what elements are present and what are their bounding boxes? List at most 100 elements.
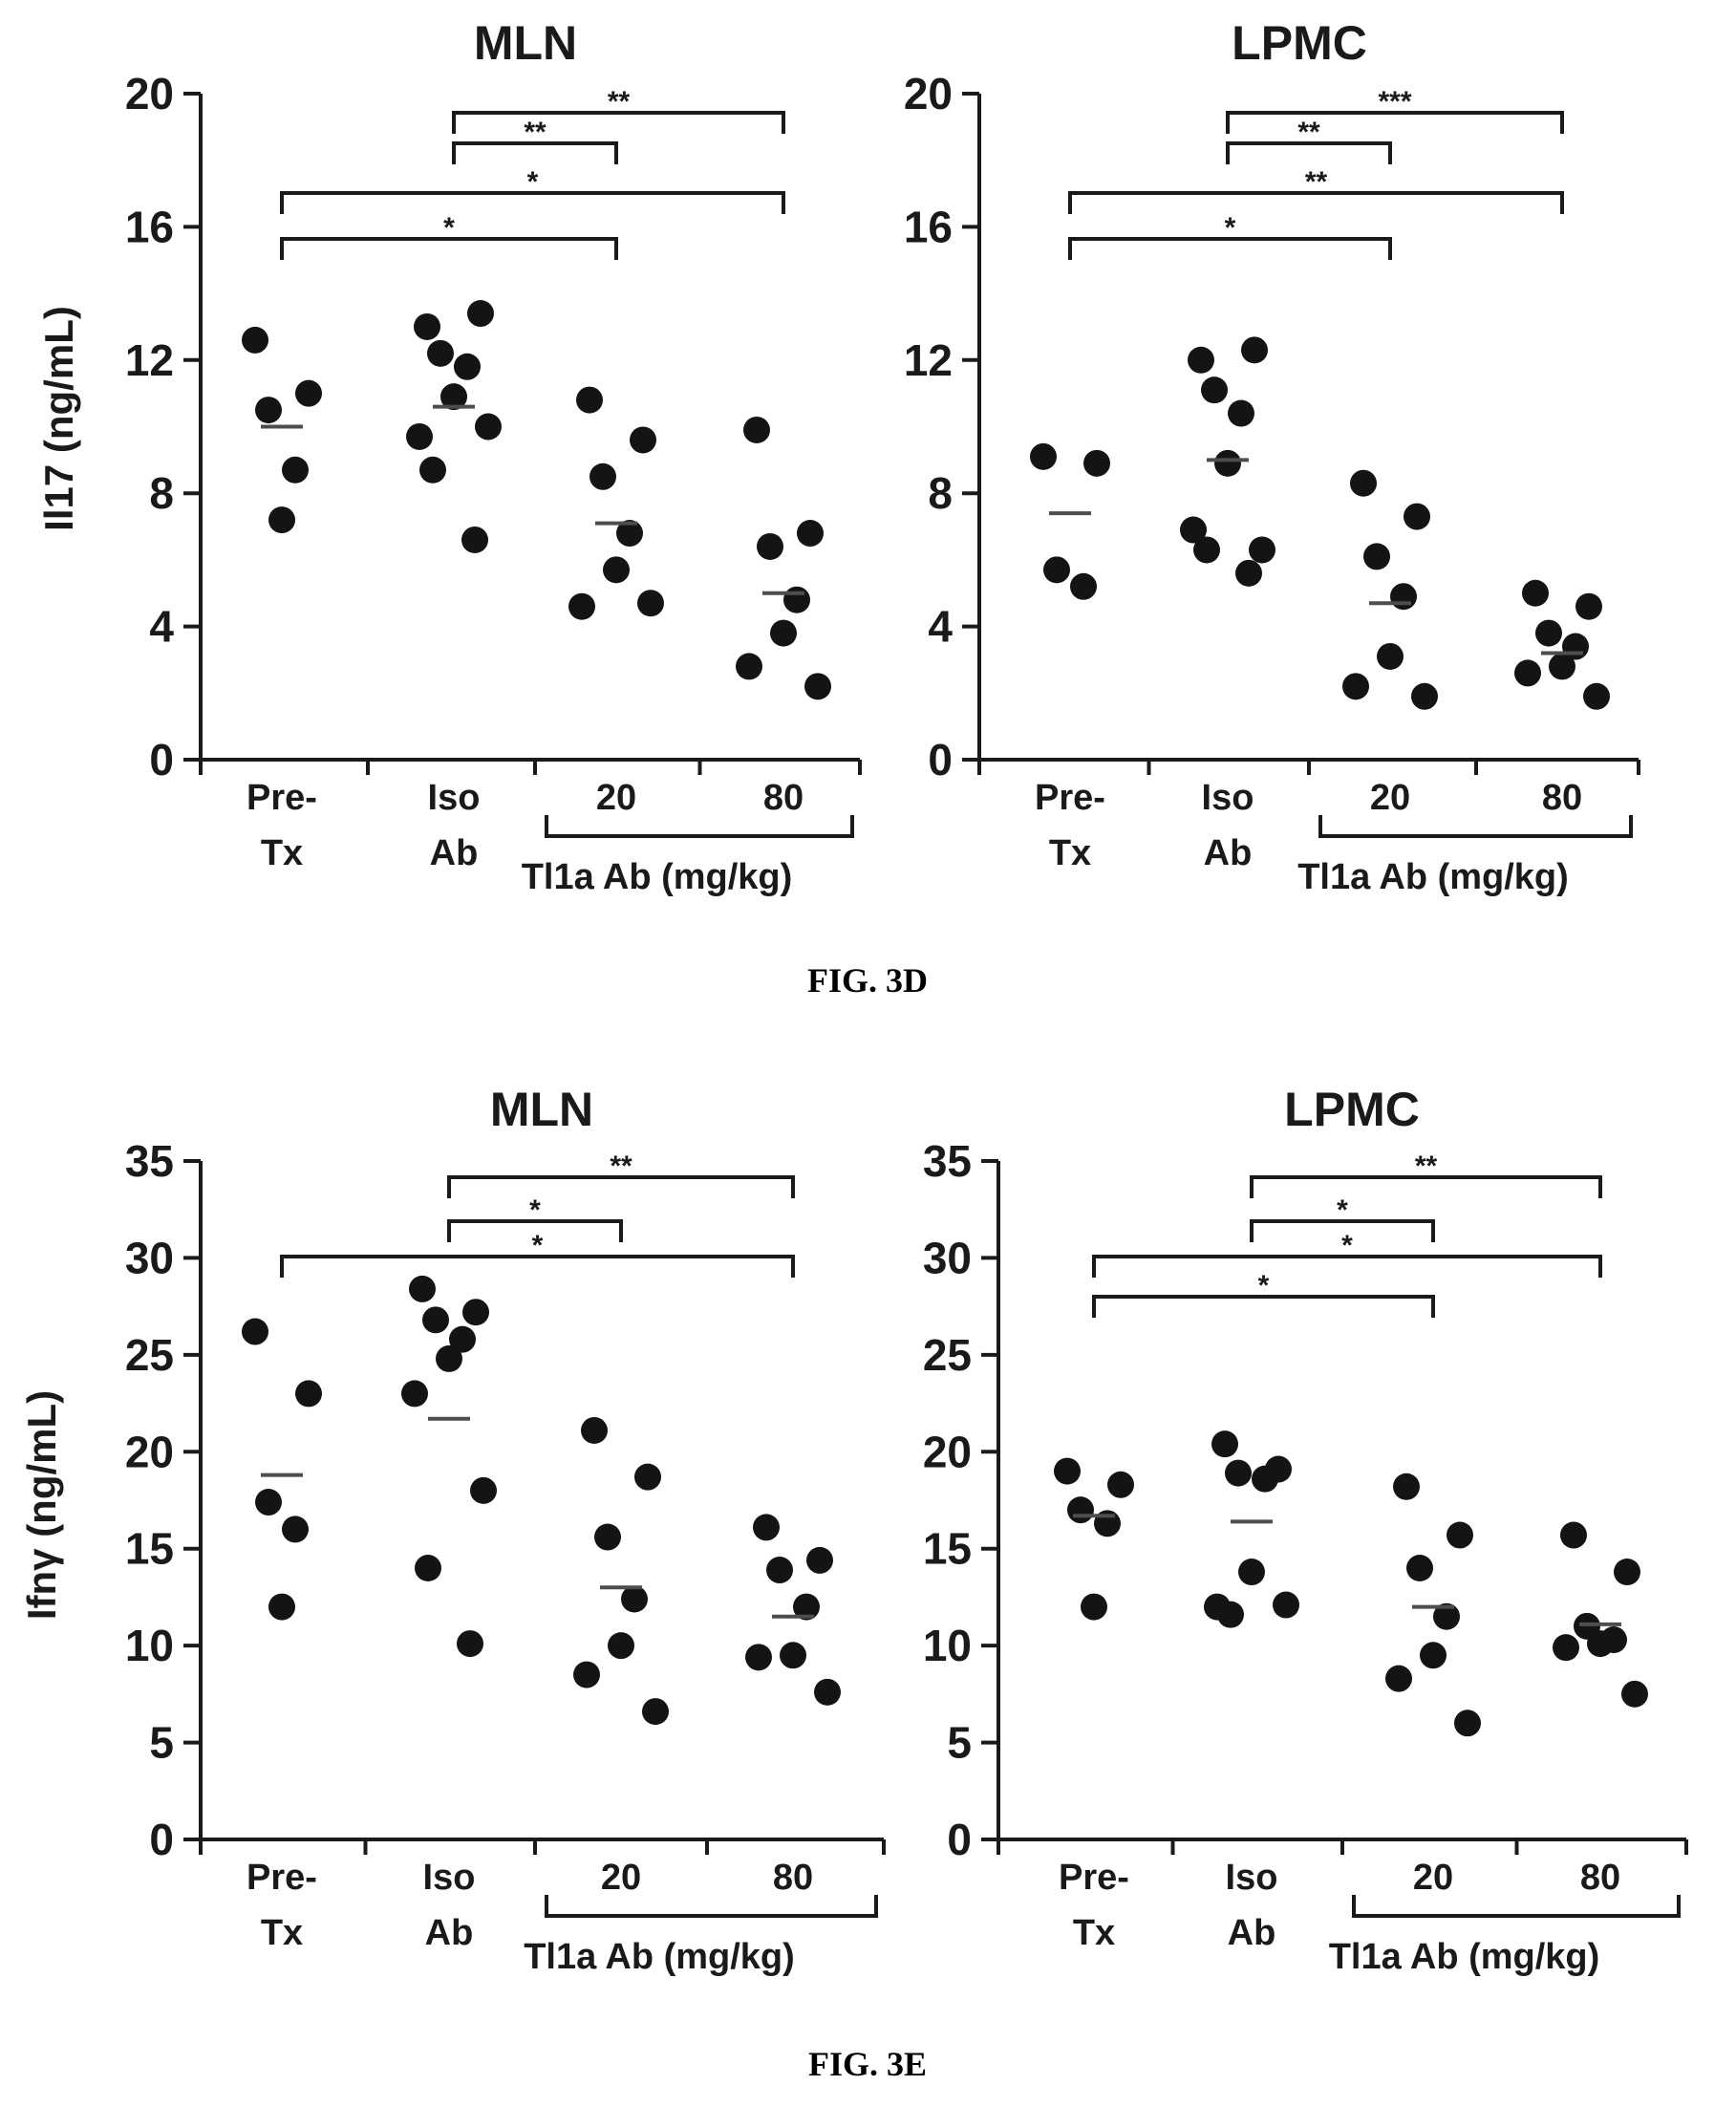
p1-data-point [1070,572,1097,600]
p3-y-tick-label: 20 [923,1427,972,1476]
p2-category-label: Ab [425,1913,474,1953]
p2-data-point [766,1557,793,1584]
p1-data-point [1535,619,1562,647]
p2-data-point [642,1698,669,1726]
p0-data-point [603,556,630,584]
p0-group-bracket [545,815,854,838]
p1-data-point [1249,536,1275,564]
p3-data-point [1273,1591,1299,1619]
p2-significance-label: ** [610,1150,632,1182]
p1-data-point [1342,673,1369,700]
y-axis-label-3e: Ifnγ (ng/mL) [19,1390,64,1620]
p0-data-point [797,520,824,548]
p0-significance-label: ** [524,117,547,148]
p3-group-bracket [1352,1895,1681,1918]
p3-significance-bracket [1092,1295,1435,1318]
p0-data-point [589,462,616,490]
p2-data-point [753,1514,780,1541]
p3-group-label: Tl1a Ab (mg/kg) [1329,1937,1600,1977]
p3-category-label: Iso [1226,1858,1278,1898]
p0-y-tick-label: 20 [125,69,174,118]
p3-data-point [1217,1601,1244,1628]
figure-caption-3d: FIG. 3D [807,961,928,1000]
p2-data-point [594,1523,621,1551]
p3-y-tick-label: 35 [923,1136,972,1186]
p2-data-point [608,1632,634,1660]
p3-category-label: Tx [1073,1913,1115,1953]
p3-category-label: 20 [1413,1858,1453,1898]
p1-y-tick-label: 12 [904,335,953,385]
p0-category-label: Tx [261,833,303,873]
p1-y-tick-label: 0 [928,735,953,785]
p0-category-label: Pre- [246,778,317,818]
p2-data-point [814,1678,841,1706]
p2-data-point [415,1555,441,1581]
p0-y-tick-label: 0 [149,735,174,785]
p1-data-point [1514,659,1541,687]
p1-category-label: Ab [1204,833,1253,873]
p0-category-label: Ab [430,833,479,873]
p2-data-point [806,1546,833,1574]
p2-data-point [282,1516,309,1543]
p2-y-tick-label: 35 [125,1136,174,1186]
p2-data-point [242,1318,268,1345]
p1-group-bracket [1318,815,1633,838]
p2-data-point [621,1585,648,1613]
p1-y-tick-label: 8 [928,468,953,518]
p2-data-point [634,1463,661,1491]
p0-data-point [770,619,797,647]
p2-y-tick-label: 0 [149,1815,174,1864]
p1-data-point [1228,399,1254,427]
p2-data-point [268,1593,295,1621]
p2-group-label: Tl1a Ab (mg/kg) [524,1937,795,1977]
p0-category-label: 20 [596,778,636,818]
p0-data-point [414,312,440,340]
p2-data-point [793,1593,820,1621]
p0-data-point [268,506,295,534]
p0-data-point [630,426,656,454]
p3-y-tick-label: 25 [923,1330,972,1380]
p0-data-point [242,326,268,354]
p1-data-point [1411,682,1438,710]
p0-data-point [616,520,643,548]
p3-data-point [1621,1680,1648,1708]
p1-data-point [1214,449,1241,477]
p0-data-point [454,353,481,380]
p1-data-point [1404,503,1430,530]
p1-significance-label: ** [1305,166,1328,198]
p3-data-point [1225,1459,1252,1487]
p2-data-point [581,1416,608,1444]
p0-data-point [736,653,762,680]
p0-data-point [427,339,454,367]
p3-y-tick-label: 5 [947,1718,972,1768]
p3-significance-bracket [1250,1219,1435,1242]
p0-data-point [475,413,502,441]
p1-panel-title: LPMC [1232,16,1367,70]
p0-data-point [757,532,783,560]
p0-data-point [406,422,433,450]
p0-data-point [467,300,494,328]
p0-significance-bracket [280,237,618,260]
p3-y-tick-label: 15 [923,1524,972,1574]
p1-data-point [1575,592,1602,620]
p0-y-tick-label: 4 [149,602,174,652]
p3-data-point [1107,1471,1134,1498]
p0-panel-title: MLN [474,16,577,70]
p2-data-point [449,1325,476,1353]
p1-category-label: 80 [1542,778,1582,818]
p1-significance-bracket [1226,111,1564,134]
p0-data-point [743,416,770,443]
p3-data-point [1420,1642,1447,1669]
p0-significance-label: * [527,166,539,198]
p3-significance-bracket [1092,1255,1602,1278]
p1-data-point [1180,516,1207,544]
p2-data-point [422,1306,449,1334]
p0-y-tick-label: 12 [125,335,174,385]
p3-category-label: Pre- [1059,1858,1129,1898]
p1-category-label: Tx [1049,833,1091,873]
p0-category-label: 80 [763,778,804,818]
p0-data-point [419,456,446,484]
p0-significance-bracket [452,111,785,134]
p0-y-tick-label: 8 [149,468,174,518]
p1-data-point [1188,346,1214,374]
